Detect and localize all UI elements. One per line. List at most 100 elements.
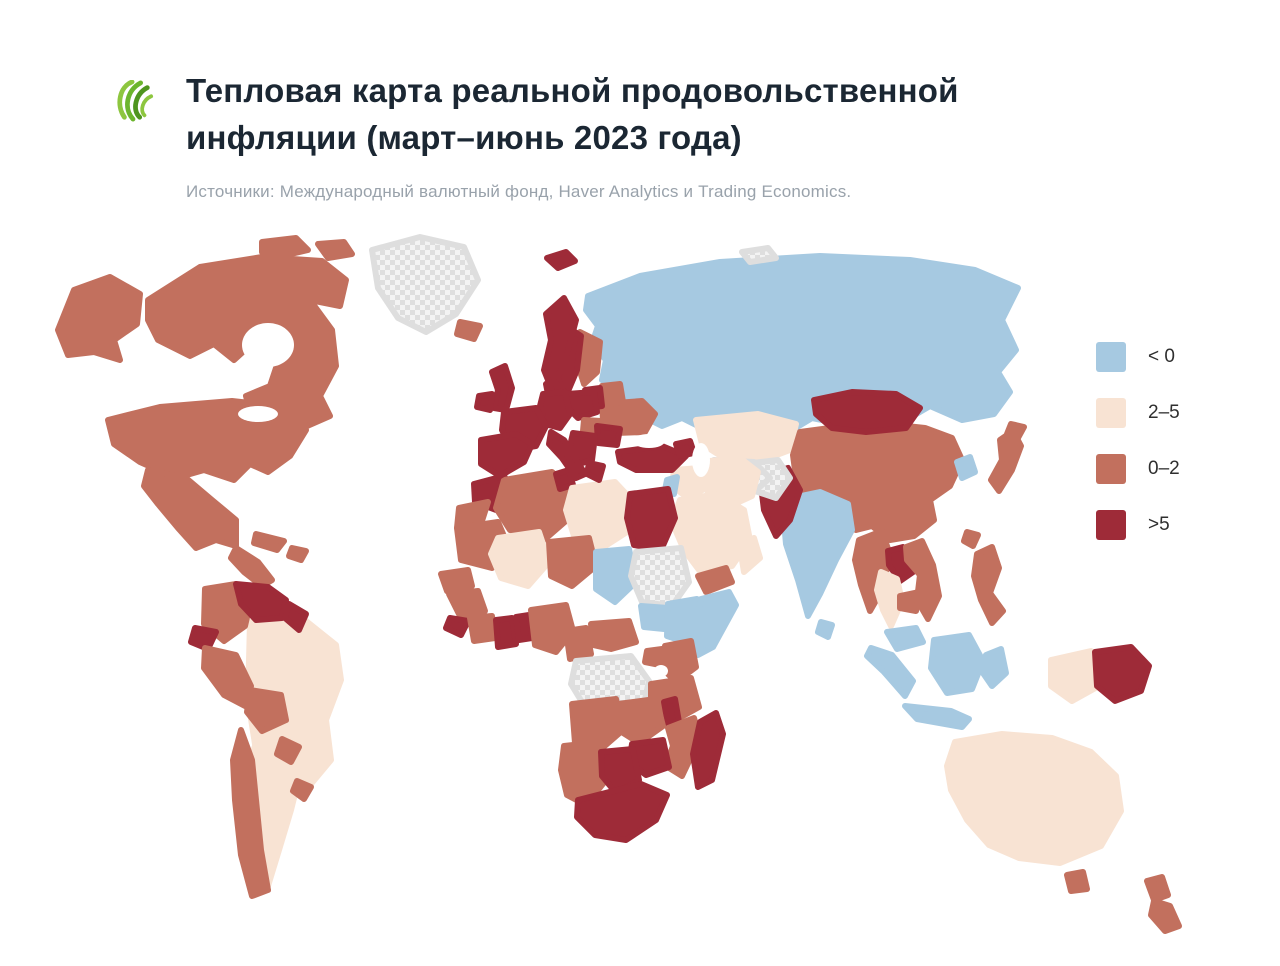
- hudson-bay-water: [242, 323, 294, 367]
- region-svalbard: [544, 249, 578, 271]
- region-papua-new-guinea: [1092, 644, 1152, 704]
- region-paraguay: [274, 736, 302, 765]
- caspian-sea-water: [692, 443, 710, 477]
- region-cuba: [251, 531, 287, 553]
- region-zambia: [615, 696, 666, 746]
- region-arctic-russia-islands: [739, 245, 779, 265]
- region-india: [779, 489, 855, 619]
- region-cambodia: [897, 589, 922, 614]
- legend-item-2-5: 2–5: [1096, 398, 1180, 428]
- brand-logo-icon: [117, 80, 154, 122]
- region-senegal: [438, 567, 475, 594]
- region-laos: [885, 544, 916, 584]
- region-sri-lanka: [815, 619, 835, 640]
- region-chile: [230, 727, 271, 899]
- region-niger: [546, 535, 599, 589]
- region-mozambique: [663, 715, 703, 779]
- region-cameroon: [563, 625, 594, 662]
- region-japan-hokkaido: [1004, 421, 1027, 441]
- black-sea-water: [633, 434, 665, 448]
- lake-victoria-water: [654, 665, 668, 677]
- region-central-america: [228, 545, 275, 589]
- legend-swatch-0-2: [1096, 454, 1126, 484]
- region-kenya: [659, 638, 699, 685]
- legend-label-below-0: < 0: [1148, 346, 1175, 367]
- legend-item-0-2: 0–2: [1096, 454, 1180, 484]
- region-yemen: [695, 565, 735, 595]
- region-greenland: [369, 234, 481, 335]
- region-italy: [546, 429, 588, 481]
- region-korea: [954, 454, 978, 481]
- region-vietnam: [903, 538, 942, 622]
- region-tasmania: [1064, 869, 1090, 894]
- region-saudi-arabia: [669, 491, 753, 577]
- region-sierra-leone: [443, 615, 471, 638]
- region-bolivia: [244, 687, 289, 734]
- region-libya: [563, 479, 633, 553]
- region-taiwan: [961, 529, 981, 549]
- region-sumatra: [864, 645, 916, 699]
- region-thailand: [874, 569, 905, 629]
- region-sulawesi: [978, 646, 1009, 689]
- legend-label-0-2: 0–2: [1148, 458, 1180, 479]
- region-uganda: [642, 646, 665, 668]
- region-chad: [593, 546, 639, 605]
- legend-swatch-2-5: [1096, 398, 1126, 428]
- region-germany: [537, 389, 573, 431]
- region-egypt: [624, 486, 678, 553]
- region-romania: [594, 423, 623, 448]
- region-nz-south: [1148, 898, 1182, 934]
- region-norway: [541, 295, 579, 393]
- page-title: Тепловая карта реальной продовольственно…: [186, 72, 959, 156]
- region-borneo: [928, 632, 986, 696]
- region-ireland: [474, 391, 495, 413]
- region-angola: [569, 696, 626, 753]
- legend-item-above-5: >5: [1096, 510, 1180, 540]
- region-oman: [737, 535, 763, 575]
- region-ghana: [493, 615, 519, 650]
- region-arctic-island-b: [315, 239, 355, 261]
- region-turkey: [615, 443, 689, 473]
- source-note: Источники: Международный валютный фонд, …: [186, 182, 852, 201]
- region-sudan: [628, 545, 692, 609]
- region-hispaniola: [286, 545, 309, 563]
- great-lakes-water: [238, 406, 278, 422]
- region-malaysia: [884, 625, 926, 652]
- region-uk: [489, 363, 515, 413]
- legend-item-below-0: < 0: [1096, 342, 1180, 372]
- region-madagascar: [690, 710, 726, 790]
- region-nz-north: [1144, 874, 1171, 903]
- region-mongolia: [811, 389, 923, 435]
- region-guyanas: [282, 601, 309, 633]
- legend-label-2-5: 2–5: [1148, 402, 1180, 423]
- region-malawi: [661, 696, 682, 727]
- region-peru: [201, 645, 254, 709]
- region-iberia: [478, 431, 535, 479]
- legend-swatch-above-5: [1096, 510, 1126, 540]
- region-iceland: [454, 319, 483, 342]
- region-java: [902, 703, 972, 730]
- region-west-papua: [1048, 648, 1102, 704]
- region-somalia: [692, 589, 739, 658]
- region-central-african-republic: [588, 618, 639, 652]
- region-arctic-island-a: [259, 235, 311, 259]
- region-russia: [583, 253, 1021, 433]
- region-kazakhstan: [693, 411, 799, 465]
- region-philippines: [971, 544, 1006, 626]
- region-south-sudan: [638, 603, 671, 632]
- legend-swatch-below-0: [1096, 342, 1126, 372]
- region-mexico: [141, 467, 239, 551]
- region-belarus: [599, 381, 626, 407]
- region-caucasus: [673, 438, 697, 459]
- region-uruguay: [290, 778, 314, 802]
- legend: < 0 2–5 0–2 >5: [1096, 342, 1180, 566]
- region-alaska: [55, 274, 143, 363]
- region-south-africa: [574, 781, 670, 843]
- legend-label-above-5: >5: [1148, 514, 1170, 535]
- region-ivory-coast: [467, 613, 498, 644]
- region-guinea: [446, 588, 488, 621]
- region-greece: [584, 460, 606, 483]
- region-mali: [488, 529, 552, 589]
